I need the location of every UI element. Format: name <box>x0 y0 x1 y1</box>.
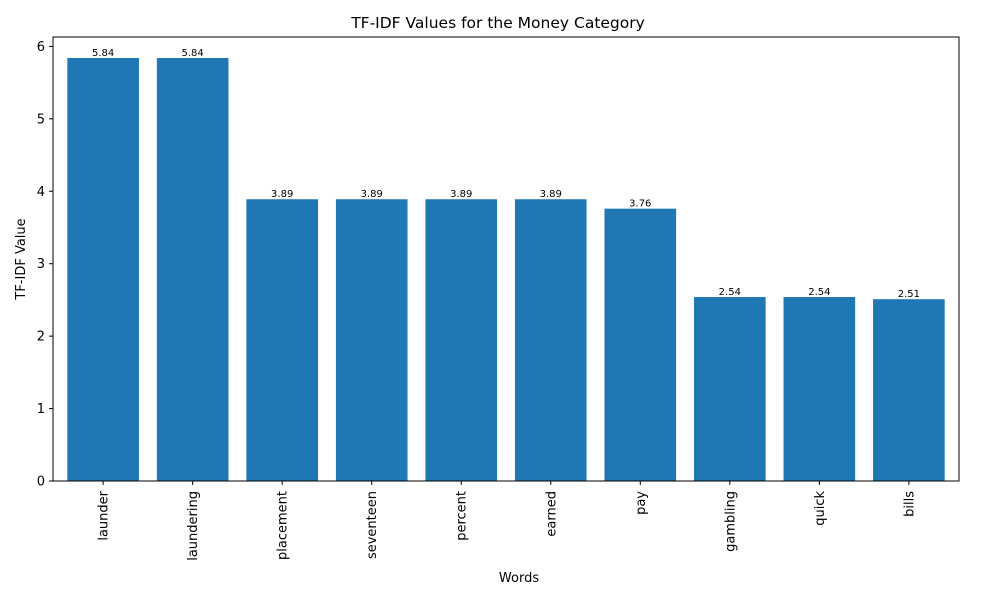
x-tick-label: pay <box>634 491 649 515</box>
y-tick-label: 6 <box>37 40 45 55</box>
x-tick-label: seventeen <box>365 491 380 559</box>
bar-launder <box>67 58 139 481</box>
y-tick-label: 1 <box>37 402 45 417</box>
bar-laundering <box>156 58 229 481</box>
bar-earned <box>514 199 587 482</box>
chart-title: TF-IDF Values for the Money Category <box>350 14 645 32</box>
bar-seventeen <box>335 199 408 482</box>
bar-pay <box>604 208 677 481</box>
y-tick-label: 0 <box>37 475 45 490</box>
bar-value-label: 3.89 <box>271 189 293 200</box>
y-tick-label: 2 <box>37 330 45 345</box>
x-tick-label: quick <box>813 491 828 526</box>
y-tick-label: 4 <box>37 185 45 200</box>
x-tick-label: gambling <box>723 491 738 552</box>
bar-value-label: 3.76 <box>629 199 651 210</box>
bar-gambling <box>694 297 766 481</box>
x-tick-label: percent <box>455 491 470 541</box>
bar-value-label: 3.89 <box>450 189 472 200</box>
x-tick-label: launder <box>97 490 112 540</box>
bar-value-label: 2.54 <box>719 287 741 298</box>
x-axis-label: Words <box>499 571 539 586</box>
bar-value-label: 5.84 <box>92 48 114 59</box>
bar-quick <box>783 297 856 481</box>
bar-bills <box>873 299 945 481</box>
bar-value-label: 3.89 <box>540 189 562 200</box>
y-tick-label: 5 <box>37 112 45 127</box>
bar-percent <box>425 199 498 482</box>
bar-value-label: 2.54 <box>808 287 830 298</box>
bar-placement <box>246 199 318 482</box>
bar-value-label: 5.84 <box>182 48 204 59</box>
x-tick-label: bills <box>902 491 917 517</box>
y-axis-label: TF-IDF Value <box>14 218 29 300</box>
plot-frame <box>52 36 960 482</box>
x-tick-label: placement <box>276 491 291 560</box>
bar-value-label: 2.51 <box>898 289 920 300</box>
x-tick-label: earned <box>544 491 559 537</box>
bar-value-label: 3.89 <box>361 189 383 200</box>
x-tick-label: laundering <box>186 491 201 561</box>
y-tick-label: 3 <box>37 257 45 272</box>
